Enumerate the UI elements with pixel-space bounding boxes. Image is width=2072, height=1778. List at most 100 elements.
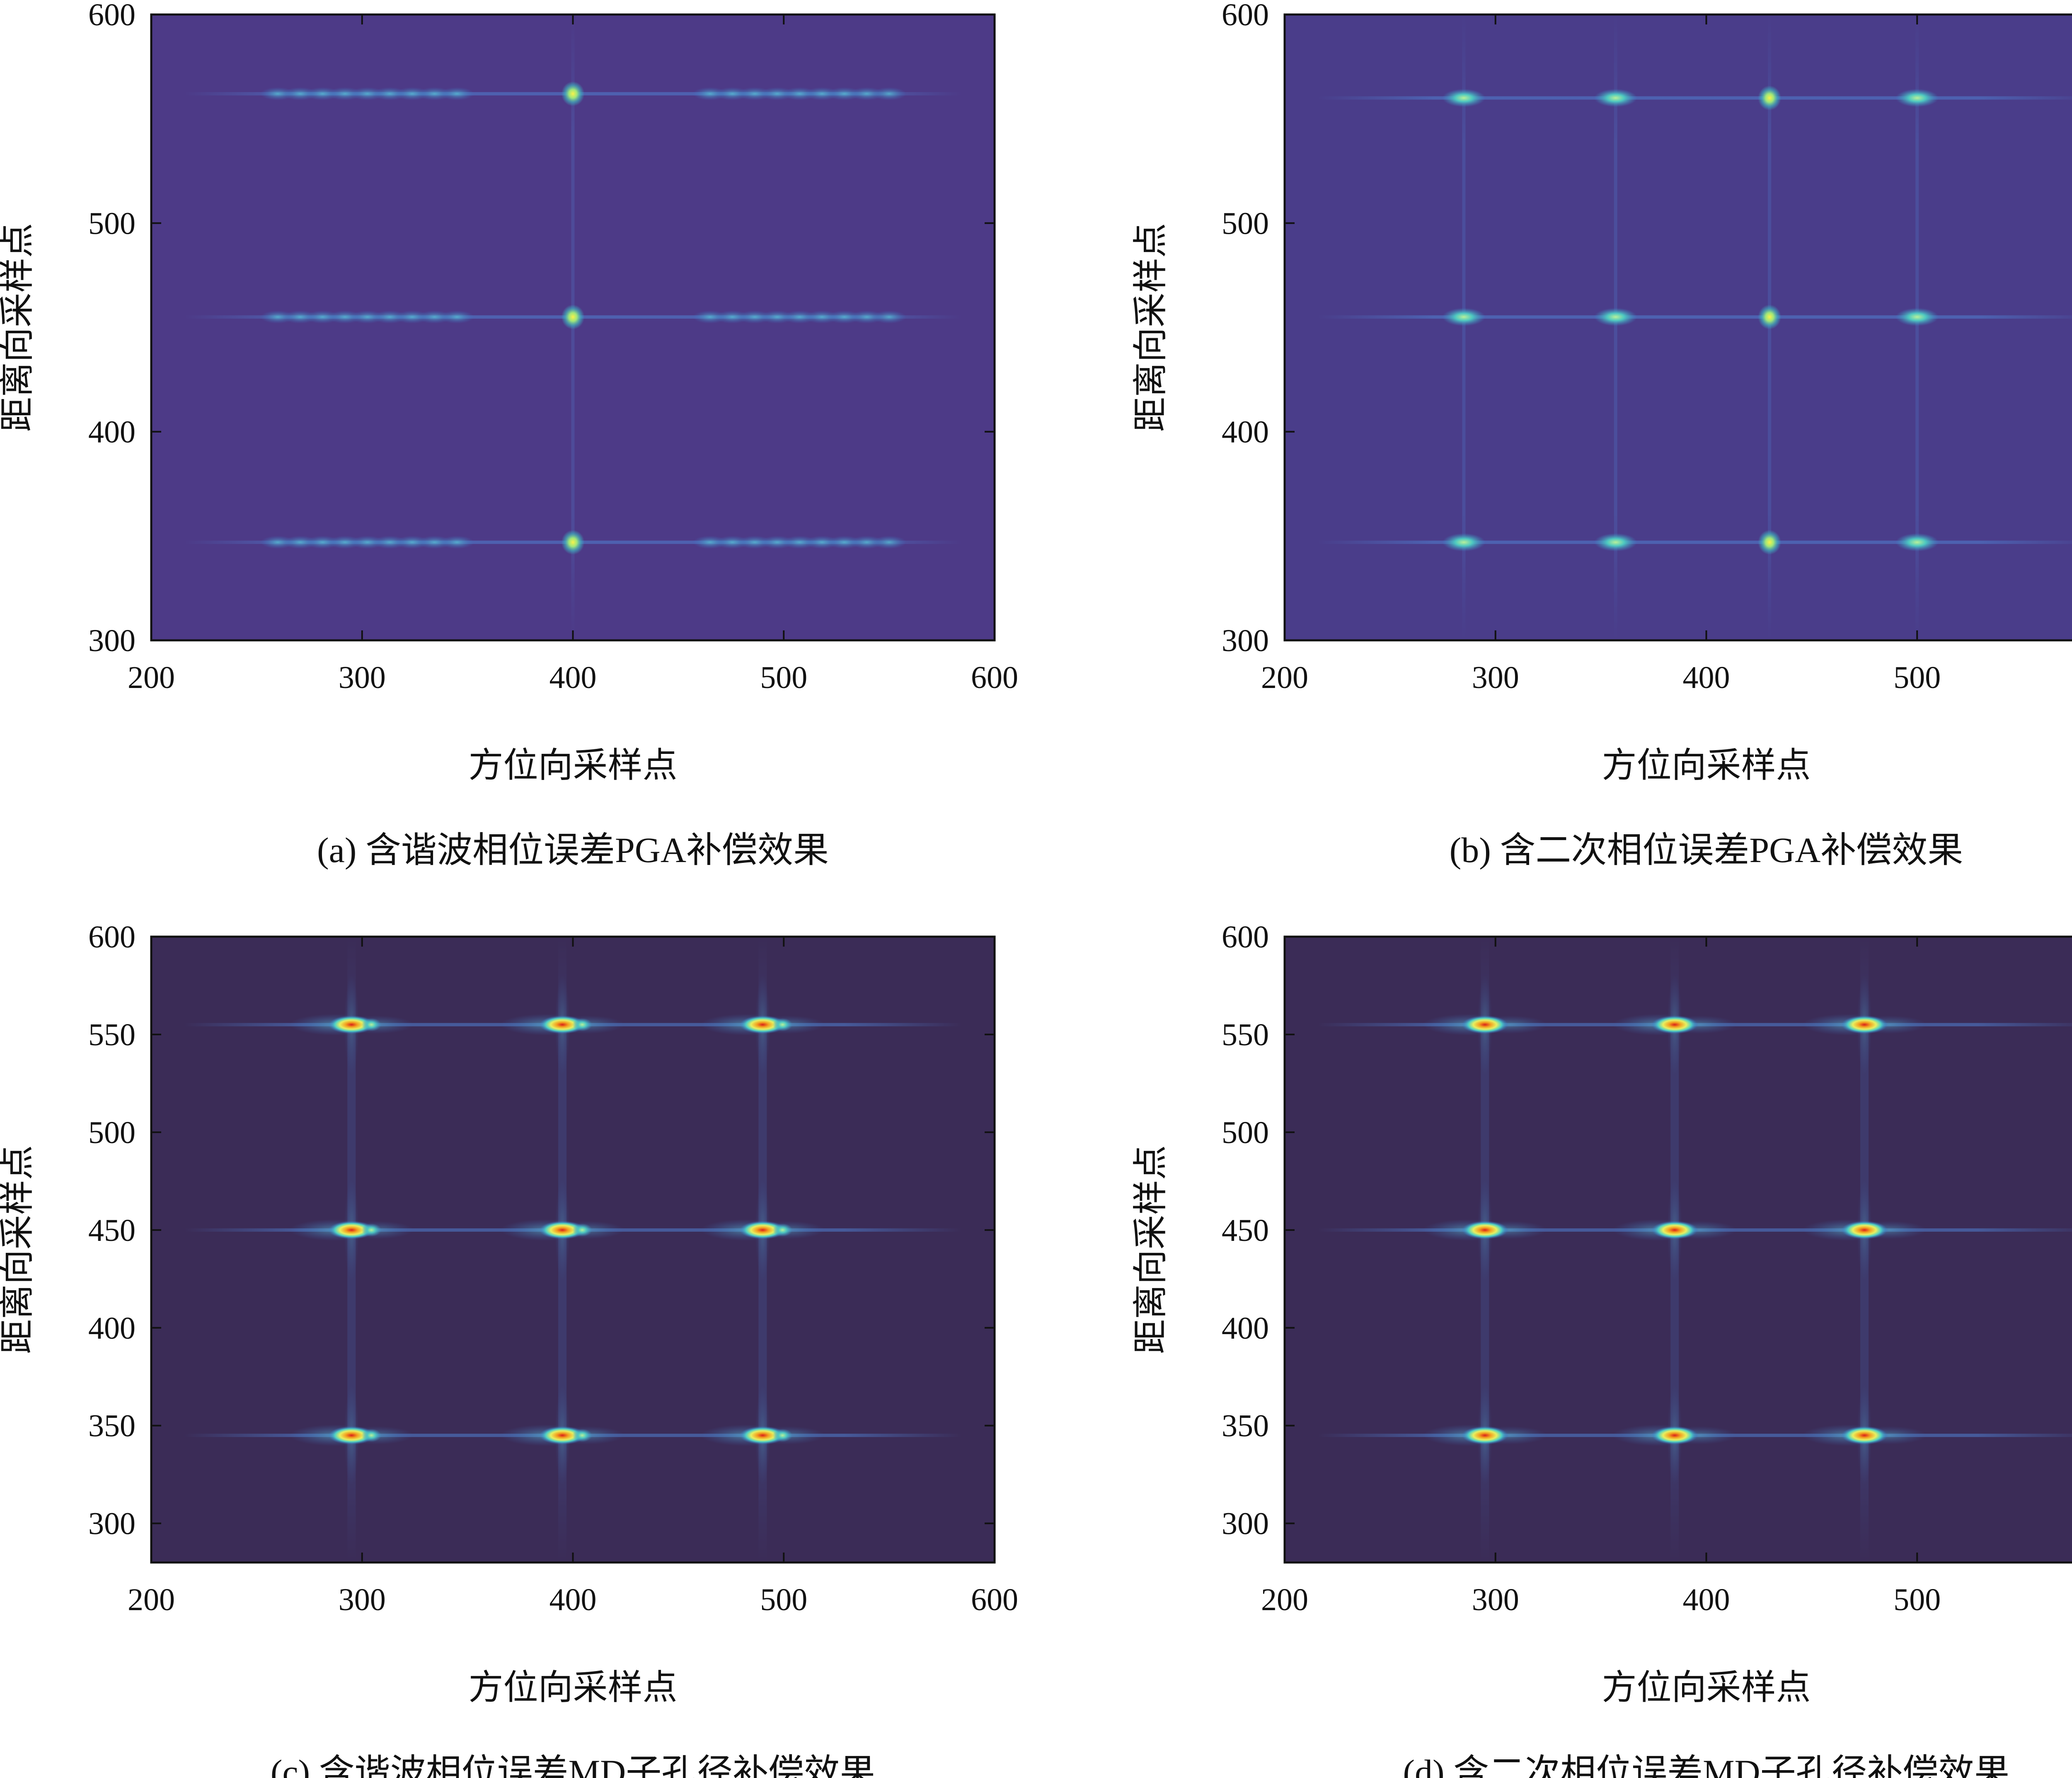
panel-caption: (d) 含二次相位误差MD子孔径补偿效果 — [1403, 1752, 2009, 1778]
y-tick-label: 550 — [88, 1017, 136, 1052]
target-secondary-peak — [572, 1018, 593, 1032]
y-tick-label: 350 — [88, 1409, 136, 1444]
y-tick-label: 400 — [88, 415, 136, 450]
point-target — [1841, 1221, 1888, 1239]
smear-blob — [871, 535, 907, 549]
x-axis-label: 方位向采样点 — [468, 1669, 677, 1707]
y-axis-label: 距离向采样点 — [0, 1145, 37, 1354]
plot-area — [1318, 937, 2072, 1562]
y-tick-label: 300 — [1222, 623, 1269, 658]
target-secondary-peak — [361, 1429, 382, 1442]
y-tick-label: 500 — [1222, 1115, 1269, 1150]
smear-blob — [439, 310, 474, 324]
x-tick-label: 400 — [1683, 1582, 1730, 1617]
point-target — [1594, 308, 1637, 326]
point-target — [1442, 89, 1486, 107]
y-tick-label: 300 — [88, 1507, 136, 1541]
point-target — [1841, 1015, 1888, 1034]
smear-blob — [871, 310, 907, 324]
x-tick-label: 400 — [1683, 660, 1730, 695]
chart-panel-a: 200 300 400 500 600300400500600方位向采样点距离向采样点(… — [0, 0, 1018, 870]
x-tick-label: 500 — [760, 660, 807, 695]
target-secondary-peak — [572, 1223, 593, 1237]
y-tick-label: 600 — [88, 0, 136, 32]
point-target — [1442, 533, 1486, 552]
panel-caption: (c) 含谐波相位误差MD子孔径补偿效果 — [271, 1752, 876, 1778]
y-tick-label: 450 — [88, 1213, 136, 1248]
x-tick-label: 500 — [1893, 1582, 1941, 1617]
azimuth-line-1 — [1614, 15, 1617, 640]
x-tick-label: 300 — [339, 1582, 386, 1617]
point-target — [539, 1426, 586, 1445]
x-tick-label: 200 — [128, 1582, 175, 1617]
azimuth-line-3 — [1915, 15, 1919, 640]
y-tick-label: 500 — [1222, 206, 1269, 241]
point-target — [1841, 1426, 1888, 1445]
y-tick-label: 350 — [1222, 1409, 1269, 1444]
point-target — [739, 1221, 786, 1239]
y-tick-label: 450 — [1222, 1213, 1269, 1248]
point-target — [539, 1221, 586, 1239]
y-tick-label: 300 — [1222, 1507, 1269, 1541]
point-target — [1594, 89, 1637, 107]
target-secondary-peak — [772, 1018, 793, 1032]
x-tick-label: 300 — [1472, 660, 1519, 695]
range-line-0 — [1318, 540, 2072, 544]
point-target — [1462, 1015, 1508, 1034]
smear-blob — [439, 87, 474, 101]
y-tick-label: 400 — [1222, 415, 1269, 450]
range-line-2 — [1318, 96, 2072, 100]
x-tick-label: 200 — [1261, 1582, 1308, 1617]
point-target — [1758, 304, 1782, 329]
point-target — [561, 81, 585, 107]
point-target — [1462, 1426, 1508, 1445]
y-tick-label: 600 — [1222, 920, 1269, 954]
x-axis-label: 方位向采样点 — [1602, 1669, 1811, 1707]
plot-background — [1285, 15, 2072, 640]
y-tick-label: 500 — [88, 1115, 136, 1150]
target-secondary-peak — [361, 1223, 382, 1237]
target-secondary-peak — [361, 1018, 382, 1032]
x-tick-label: 300 — [339, 660, 386, 695]
chart-panel-d: 200300400500600300350400450500550600方位向采… — [1132, 920, 2072, 1778]
smear-blob — [871, 87, 907, 101]
y-tick-label: 400 — [1222, 1311, 1269, 1346]
point-target — [1895, 308, 1939, 326]
plot-area — [184, 937, 961, 1562]
y-axis-label: 距离向采样点 — [1132, 223, 1170, 432]
point-target — [328, 1426, 375, 1445]
range-line-1 — [1318, 315, 2072, 319]
x-axis-label: 方位向采样点 — [1602, 746, 1811, 785]
panel-caption: (b) 含二次相位误差PGA补偿效果 — [1450, 830, 1963, 870]
point-target — [1895, 533, 1939, 552]
x-tick-label: 400 — [549, 660, 597, 695]
point-target — [1462, 1221, 1508, 1239]
y-tick-label: 300 — [88, 623, 136, 658]
x-tick-label: 600 — [971, 660, 1018, 695]
x-tick-label: 500 — [760, 1582, 807, 1617]
chart-panel-c: 200 300 400 500 600 300 350 400 450 500 550 600 方位向采… — [0, 920, 1018, 1778]
point-target — [561, 530, 585, 555]
chart-panel-b: 200300400500600300400500600方位向采样点距离向采样点(… — [1132, 0, 2072, 870]
point-target — [1442, 308, 1486, 326]
plot-area — [184, 15, 961, 640]
target-secondary-peak — [772, 1223, 793, 1237]
azimuth-line-0 — [1462, 15, 1466, 640]
y-axis-label: 距离向采样点 — [1132, 1145, 1170, 1354]
y-axis-label: 距离向采样点 — [0, 223, 37, 432]
point-target — [1651, 1426, 1698, 1445]
plot-background — [151, 937, 995, 1562]
x-tick-label: 200 — [1261, 660, 1308, 695]
y-tick-label: 400 — [88, 1311, 136, 1346]
point-target — [539, 1015, 586, 1034]
x-tick-label: 400 — [549, 1582, 597, 1617]
y-tick-label: 600 — [88, 920, 136, 954]
plot-area — [1318, 15, 2072, 640]
target-secondary-peak — [772, 1429, 793, 1442]
point-target — [328, 1015, 375, 1034]
x-tick-label: 600 — [971, 1582, 1018, 1617]
point-target — [561, 304, 585, 329]
smear-blob — [439, 535, 474, 549]
